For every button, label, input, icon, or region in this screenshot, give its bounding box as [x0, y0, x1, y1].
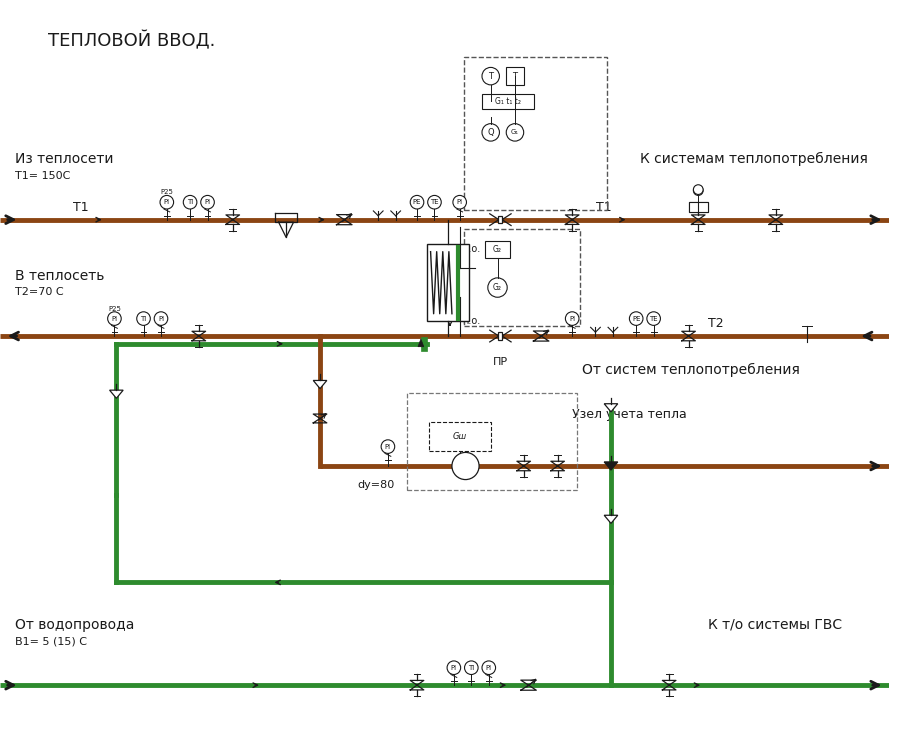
Bar	[506, 67, 524, 85]
Circle shape	[453, 195, 467, 209]
Text: К системам теплопотребления: К системам теплопотребления	[640, 152, 868, 166]
Text: Gш: Gш	[453, 432, 467, 441]
Circle shape	[465, 661, 478, 675]
Text: T: T	[488, 72, 493, 81]
Text: T: T	[513, 72, 517, 81]
Polygon shape	[314, 381, 326, 389]
Circle shape	[566, 312, 579, 325]
Text: G₂: G₂	[493, 245, 502, 254]
Bar	[499, 333, 503, 340]
Text: G₂: G₂	[493, 283, 502, 292]
Text: T2: T2	[708, 317, 724, 330]
Bar	[426, 244, 470, 321]
Text: TE: TE	[649, 316, 658, 321]
Text: T1: T1	[596, 201, 612, 214]
Bar	[464, 229, 580, 327]
Polygon shape	[110, 390, 123, 398]
Text: Т2=70 С: Т2=70 С	[15, 287, 63, 297]
Circle shape	[154, 312, 168, 325]
Bar	[485, 241, 510, 259]
Circle shape	[427, 195, 441, 209]
Text: ТЕПЛОВОЙ ВВОД.: ТЕПЛОВОЙ ВВОД.	[49, 32, 215, 51]
Text: PE: PE	[413, 200, 421, 205]
Text: PI: PI	[457, 200, 463, 205]
Circle shape	[482, 123, 500, 141]
Circle shape	[183, 195, 197, 209]
Text: От систем теплопотребления: От систем теплопотребления	[582, 363, 800, 378]
Text: От водопровода: От водопровода	[15, 618, 134, 632]
Text: В теплосеть: В теплосеть	[15, 269, 104, 283]
Text: G₁ t₁ t₂: G₁ t₁ t₂	[495, 97, 521, 106]
Circle shape	[447, 661, 460, 675]
Text: ПР: ПР	[492, 358, 508, 367]
Polygon shape	[418, 339, 424, 347]
Text: Узел учета тепла: Узел учета тепла	[572, 408, 687, 420]
Polygon shape	[604, 515, 618, 523]
Text: PE: PE	[632, 316, 640, 321]
Text: TE: TE	[430, 200, 438, 205]
Polygon shape	[604, 403, 618, 412]
Text: PI: PI	[204, 200, 211, 205]
Polygon shape	[604, 462, 618, 470]
Circle shape	[506, 123, 524, 141]
Circle shape	[693, 185, 703, 195]
Text: T1: T1	[72, 201, 88, 214]
Text: TI: TI	[469, 664, 474, 671]
Circle shape	[160, 195, 173, 209]
Text: PI: PI	[111, 316, 117, 321]
Text: Т1= 150С: Т1= 150С	[15, 171, 70, 181]
Circle shape	[107, 312, 121, 325]
Text: PI: PI	[486, 664, 492, 671]
Circle shape	[482, 661, 495, 675]
Bar	[482, 94, 535, 109]
Text: PI: PI	[385, 443, 391, 449]
Circle shape	[137, 312, 150, 325]
Circle shape	[452, 452, 479, 480]
Text: Из теплосети: Из теплосети	[15, 152, 113, 166]
Circle shape	[410, 195, 424, 209]
Bar	[689, 202, 708, 212]
Text: PI: PI	[451, 664, 457, 671]
Text: G₁: G₁	[511, 129, 519, 135]
Text: PI: PI	[158, 316, 164, 321]
Bar	[407, 393, 577, 490]
Bar	[428, 423, 491, 452]
Circle shape	[646, 312, 660, 325]
Text: TI: TI	[187, 200, 193, 205]
Text: TI: TI	[140, 316, 147, 321]
Text: п.о.: п.о.	[461, 244, 480, 253]
Text: п.о.: п.о.	[461, 316, 480, 327]
Circle shape	[482, 67, 500, 85]
Text: P25: P25	[108, 306, 121, 312]
Text: В1= 5 (15) С: В1= 5 (15) С	[15, 636, 86, 647]
Circle shape	[381, 440, 394, 454]
Text: Q: Q	[488, 128, 494, 137]
Bar	[689, 202, 708, 212]
Text: ПР: ПР	[492, 241, 508, 251]
Bar	[464, 57, 607, 210]
Circle shape	[488, 278, 507, 297]
Circle shape	[629, 312, 643, 325]
Bar	[499, 216, 503, 223]
Text: PI: PI	[164, 200, 170, 205]
Text: PI: PI	[569, 316, 575, 321]
Bar	[421, 337, 426, 350]
Circle shape	[201, 195, 215, 209]
Text: P25: P25	[160, 189, 173, 195]
Text: dy=80: dy=80	[357, 480, 394, 489]
Text: К т/о системы ГВС: К т/о системы ГВС	[708, 618, 842, 632]
Circle shape	[693, 185, 703, 194]
